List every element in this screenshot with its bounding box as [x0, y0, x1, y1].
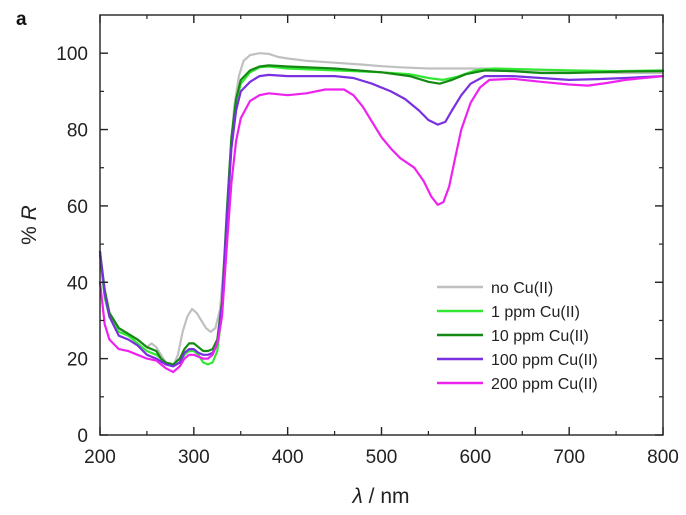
- legend-label-0: no Cu(II): [491, 280, 553, 297]
- x-axis-title-unit: / nm: [363, 485, 410, 508]
- y-axis-title: % R: [18, 205, 41, 245]
- legend-label-3: 100 ppm Cu(II): [491, 352, 598, 369]
- x-tick-label: 600: [459, 447, 491, 468]
- legend: no Cu(II) 1 ppm Cu(II) 10 ppm Cu(II) 100 pp…: [437, 280, 598, 393]
- series-line-3: [98, 73, 665, 368]
- x-tick-label: 800: [647, 447, 679, 468]
- plot-frame: [99, 14, 664, 436]
- x-tick-label: 400: [272, 447, 304, 468]
- legend-label-4: 200 ppm Cu(II): [491, 376, 598, 393]
- y-tick-label: 20: [67, 350, 88, 371]
- series-layer: [98, 52, 665, 374]
- x-tick-label: 300: [178, 447, 210, 468]
- panel-label: a: [16, 9, 27, 30]
- y-tick-label: 0: [77, 426, 88, 447]
- y-tick-label: 100: [56, 44, 88, 65]
- x-tick-label: 700: [553, 447, 585, 468]
- x-axis: 200 300 400 500 600 700 800: [84, 15, 679, 468]
- x-tick-label: 500: [366, 447, 398, 468]
- y-tick-label: 60: [67, 197, 88, 218]
- y-tick-label: 80: [67, 121, 88, 142]
- series-line-1: [98, 65, 665, 368]
- y-axis-title-prefix: %: [18, 220, 41, 245]
- x-axis-title: λ / nm: [351, 485, 409, 508]
- x-tick-label: 200: [84, 447, 116, 468]
- series-line-4: [98, 75, 665, 374]
- legend-label-2: 10 ppm Cu(II): [491, 328, 589, 345]
- y-axis: 0 20 40 60 80 100: [56, 44, 663, 447]
- x-axis-title-symbol: λ: [351, 485, 362, 508]
- y-tick-label: 40: [67, 273, 88, 294]
- legend-label-1: 1 ppm Cu(II): [491, 304, 580, 321]
- y-axis-title-symbol: R: [18, 205, 41, 220]
